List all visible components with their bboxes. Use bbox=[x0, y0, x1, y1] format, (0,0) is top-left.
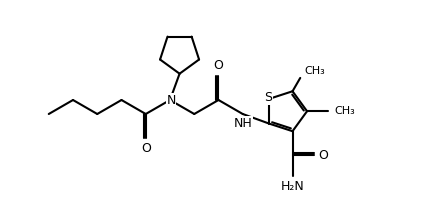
Text: S: S bbox=[264, 91, 272, 104]
Text: O: O bbox=[214, 59, 223, 72]
Text: H₂N: H₂N bbox=[281, 180, 304, 193]
Text: N: N bbox=[166, 94, 176, 106]
Text: NH: NH bbox=[234, 117, 253, 130]
Text: CH₃: CH₃ bbox=[334, 106, 355, 116]
Text: O: O bbox=[141, 142, 151, 155]
Text: O: O bbox=[319, 149, 328, 162]
Text: CH₃: CH₃ bbox=[304, 66, 325, 76]
